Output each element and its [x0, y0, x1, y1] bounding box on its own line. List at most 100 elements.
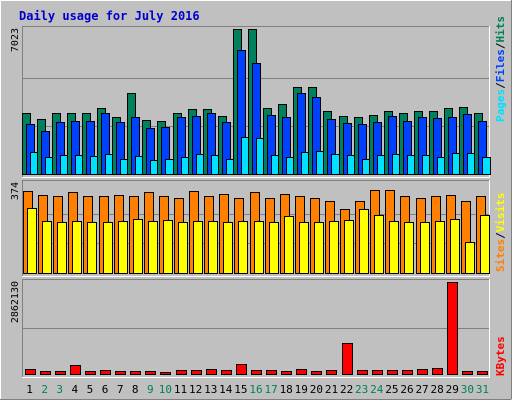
- x-tick-label-day-12: 12: [189, 383, 202, 396]
- x-tick-label-day-15: 15: [234, 383, 247, 396]
- bar-visits-day-20: [314, 222, 324, 274]
- bar-visits-day-13: [208, 221, 218, 274]
- bar-kbytes-day-14: [221, 370, 232, 375]
- bar-kbytes-day-8: [130, 371, 141, 375]
- x-tick-label-day-19: 19: [295, 383, 308, 396]
- y-max-label: 374: [10, 182, 21, 200]
- bar-visits-day-24: [374, 215, 384, 274]
- y-max-label: 2862130: [10, 281, 21, 323]
- x-tick-label-day-30: 30: [461, 383, 474, 396]
- bar-kbytes-day-7: [115, 371, 126, 375]
- bar-visits-day-10: [163, 220, 173, 274]
- chart-title: Daily usage for July 2016: [19, 9, 200, 23]
- x-tick-label-day-21: 21: [325, 383, 338, 396]
- panel-hits-files-pages: 7023: [10, 26, 491, 178]
- bar-kbytes-day-6: [100, 370, 111, 375]
- bar-kbytes-day-19: [296, 369, 307, 375]
- bar-visits-day-9: [148, 221, 158, 274]
- legend-kbytes: KBytes: [494, 336, 507, 376]
- bar-kbytes-day-23: [357, 370, 368, 375]
- x-tick-label-day-31: 31: [476, 383, 489, 396]
- x-tick-label-day-29: 29: [446, 383, 459, 396]
- x-tick-label-day-7: 7: [117, 383, 124, 396]
- bar-kbytes-day-10: [160, 372, 171, 375]
- bar-kbytes-day-21: [326, 370, 337, 375]
- legend-sites-visits: Sites/Visits: [494, 193, 507, 273]
- legend-files: Files: [494, 49, 507, 82]
- bar-kbytes-day-16: [251, 370, 262, 375]
- legend-sep: /: [494, 82, 507, 89]
- bar-kbytes-day-18: [281, 371, 292, 375]
- x-tick-label-day-8: 8: [132, 383, 139, 396]
- x-tick-label-day-28: 28: [431, 383, 444, 396]
- x-tick-label-day-10: 10: [159, 383, 172, 396]
- panel-kbytes: 2862130: [10, 279, 490, 378]
- bar-pages-day-31: [482, 157, 491, 175]
- x-tick-label-day-6: 6: [102, 383, 109, 396]
- x-tick-label-day-2: 2: [41, 383, 48, 396]
- bar-visits-day-2: [42, 221, 52, 274]
- chart-panels: 7023 374 2862130: [10, 26, 491, 378]
- x-tick-label-day-22: 22: [340, 383, 353, 396]
- bar-visits-day-12: [193, 221, 203, 274]
- bar-kbytes-day-13: [206, 369, 217, 375]
- bar-visits-day-29: [450, 219, 460, 274]
- legend-sites: Sites: [494, 239, 507, 272]
- x-tick-label-day-16: 16: [249, 383, 262, 396]
- legend-visits: Visits: [494, 193, 507, 233]
- bar-visits-day-3: [57, 222, 67, 274]
- bar-visits-day-15: [238, 221, 248, 274]
- x-tick-label-day-5: 5: [87, 383, 94, 396]
- bar-kbytes-day-4: [70, 365, 81, 375]
- bar-kbytes-day-3: [55, 371, 66, 375]
- bar-kbytes-day-31: [477, 371, 488, 375]
- x-tick-label-day-20: 20: [310, 383, 323, 396]
- bar-kbytes-day-17: [266, 370, 277, 375]
- bar-visits-day-22: [344, 220, 354, 274]
- bar-kbytes-day-30: [462, 371, 473, 375]
- bar-kbytes-day-12: [191, 370, 202, 375]
- bar-pages-day-21: [331, 154, 340, 175]
- x-tick-label-day-11: 11: [174, 383, 187, 396]
- bar-visits-day-1: [27, 208, 37, 274]
- bar-pages-day-10: [165, 159, 174, 175]
- panel-sites-visits: 374: [10, 180, 490, 277]
- bar-visits-day-4: [72, 221, 82, 274]
- x-tick-label-day-18: 18: [280, 383, 293, 396]
- bar-kbytes-day-5: [85, 371, 96, 375]
- x-tick-label-day-27: 27: [415, 383, 428, 396]
- bar-kbytes-day-20: [311, 371, 322, 375]
- x-tick-label-day-1: 1: [26, 383, 33, 396]
- bar-kbytes-day-15: [236, 364, 247, 375]
- bar-kbytes-day-22: [342, 343, 353, 375]
- bar-visits-day-7: [118, 221, 128, 274]
- legend-hits: Hits: [494, 16, 507, 43]
- bar-kbytes-day-2: [40, 371, 51, 375]
- y-max-label: 7023: [10, 28, 21, 52]
- bar-kbytes-day-1: [25, 369, 36, 375]
- bar-kbytes-day-11: [176, 370, 187, 375]
- x-tick-label-day-14: 14: [219, 383, 233, 396]
- x-tick-label-day-9: 9: [147, 383, 154, 396]
- bar-kbytes-day-28: [432, 368, 443, 375]
- legend-sep: /: [494, 42, 507, 49]
- legend-kbytes-label: KBytes: [494, 336, 507, 376]
- legend-pages: Pages: [494, 89, 507, 122]
- bar-kbytes-day-27: [417, 369, 428, 375]
- bar-visits-day-14: [223, 222, 233, 274]
- bar-visits-day-11: [178, 222, 188, 274]
- bar-visits-day-8: [133, 219, 143, 274]
- bar-visits-day-21: [329, 221, 339, 274]
- bar-visits-day-28: [435, 221, 445, 274]
- x-axis-labels: 1 2 3 4 5 6 7 8 9 10 11 12 13 14 15 16 17 18 19 20 21 22 23 24 2…: [26, 383, 489, 396]
- bar-visits-day-19: [299, 222, 309, 274]
- bar-visits-day-26: [404, 222, 414, 274]
- bar-visits-day-18: [284, 216, 294, 274]
- x-tick-label-day-13: 13: [204, 383, 217, 396]
- bar-kbytes-day-24: [372, 370, 383, 375]
- bar-visits-day-17: [269, 222, 279, 274]
- bar-visits-day-27: [420, 222, 430, 274]
- legend-sep: /: [494, 232, 507, 239]
- x-tick-label-day-26: 26: [400, 383, 413, 396]
